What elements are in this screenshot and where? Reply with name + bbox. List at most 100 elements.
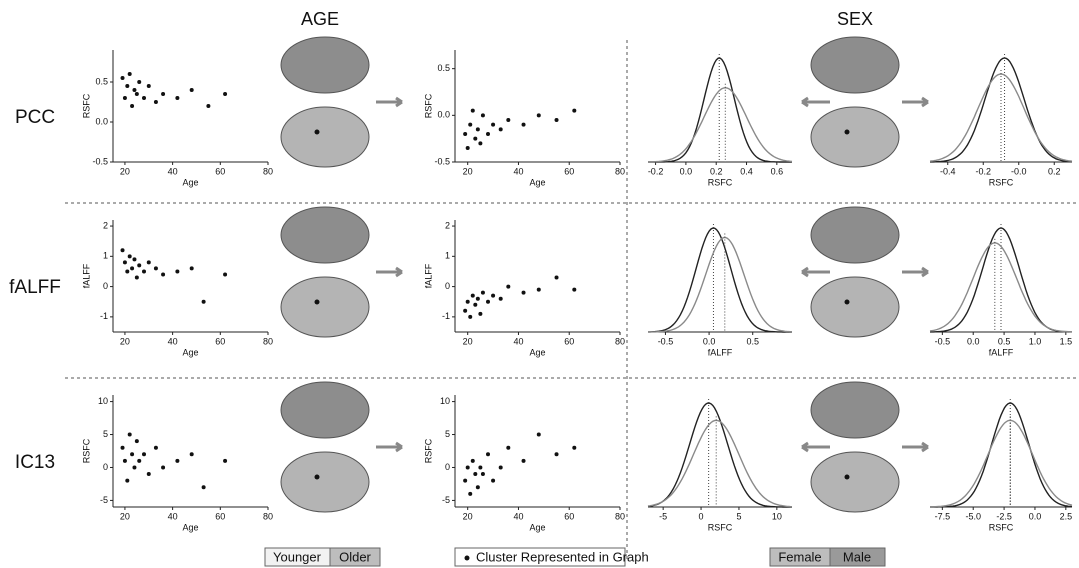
point <box>175 269 179 273</box>
point <box>555 118 559 122</box>
point <box>223 92 227 96</box>
point <box>202 485 206 489</box>
y-axis-label: fALFF <box>81 263 91 288</box>
point <box>481 472 485 476</box>
x-tick-label: 20 <box>463 511 473 521</box>
cluster-dot <box>845 130 850 135</box>
cluster-dot <box>845 475 850 480</box>
x-tick-label: 60 <box>215 511 225 521</box>
x-tick-label: 40 <box>513 511 523 521</box>
point <box>161 272 165 276</box>
x-tick-label: 5 <box>736 511 741 521</box>
y-tick-label: 2 <box>103 220 108 230</box>
y-tick-label: 0.0 <box>437 110 450 120</box>
point <box>463 132 467 136</box>
arrow <box>802 268 830 276</box>
point <box>499 297 503 301</box>
x-tick-label: 10 <box>772 511 782 521</box>
y-axis-label: RSFC <box>81 438 91 463</box>
point <box>130 104 134 108</box>
x-tick-label: 20 <box>120 511 130 521</box>
point <box>486 132 490 136</box>
cluster-dot <box>315 475 320 480</box>
y-axis-label: RSFC <box>81 93 91 118</box>
point <box>161 92 165 96</box>
x-tick-label: 80 <box>263 511 273 521</box>
y-tick-label: 0 <box>103 281 108 291</box>
x-tick-label: 2.5 <box>1060 511 1073 521</box>
x-tick-label: -5 <box>659 511 667 521</box>
point <box>481 113 485 117</box>
point <box>175 96 179 100</box>
x-axis-label: Age <box>182 347 198 357</box>
x-tick-label: 0.5 <box>998 336 1011 346</box>
point <box>463 479 467 483</box>
point <box>491 294 495 298</box>
point <box>473 303 477 307</box>
point <box>471 459 475 463</box>
brain <box>281 452 369 512</box>
point <box>121 248 125 252</box>
x-tick-label: 20 <box>463 166 473 176</box>
x-tick-label: 40 <box>168 166 178 176</box>
sex-header: SEX <box>837 9 873 29</box>
point <box>125 269 129 273</box>
y-tick-label: -5 <box>100 495 108 505</box>
point <box>537 113 541 117</box>
point <box>147 84 151 88</box>
y-tick-label: 0 <box>103 462 108 472</box>
cluster-dot <box>315 300 320 305</box>
point <box>486 300 490 304</box>
x-tick-label: 0.0 <box>1029 511 1042 521</box>
point <box>481 291 485 295</box>
point <box>491 479 495 483</box>
x-tick-label: -0.2 <box>648 166 664 176</box>
y-tick-label: 0.0 <box>95 116 108 126</box>
point <box>135 439 139 443</box>
point <box>142 96 146 100</box>
density-curve <box>930 420 1072 507</box>
x-tick-label: 40 <box>168 511 178 521</box>
x-axis-label: Age <box>529 522 545 532</box>
x-tick-label: 80 <box>615 336 625 346</box>
point <box>466 465 470 469</box>
point <box>491 123 495 127</box>
x-axis-label: fALFF <box>708 347 733 357</box>
x-tick-label: 20 <box>120 336 130 346</box>
point <box>190 88 194 92</box>
x-tick-label: 0 <box>699 511 704 521</box>
point <box>463 309 467 313</box>
point <box>506 446 510 450</box>
x-tick-label: 40 <box>513 336 523 346</box>
point <box>135 276 139 280</box>
point <box>468 315 472 319</box>
point <box>142 269 146 273</box>
row-label: IC13 <box>15 452 55 473</box>
x-tick-label: 0.0 <box>703 336 716 346</box>
x-tick-label: 0.2 <box>710 166 723 176</box>
x-tick-label: 80 <box>615 511 625 521</box>
x-tick-label: 60 <box>564 511 574 521</box>
x-tick-label: 1.5 <box>1060 336 1073 346</box>
point <box>478 312 482 316</box>
point <box>471 294 475 298</box>
brain <box>811 277 899 337</box>
density-curve <box>648 88 792 162</box>
x-tick-label: -0.5 <box>658 336 674 346</box>
x-axis-label: RSFC <box>708 177 733 187</box>
density-curve <box>648 228 792 332</box>
point <box>161 465 165 469</box>
point <box>132 465 136 469</box>
point <box>128 72 132 76</box>
point <box>123 459 127 463</box>
point <box>202 300 206 304</box>
point <box>125 479 129 483</box>
x-axis-label: fALFF <box>989 347 1014 357</box>
point <box>478 141 482 145</box>
point <box>206 104 210 108</box>
x-tick-label: 0.0 <box>967 336 980 346</box>
arrow <box>802 98 830 106</box>
point <box>486 452 490 456</box>
row-label: PCC <box>15 107 55 128</box>
x-axis-label: Age <box>529 347 545 357</box>
